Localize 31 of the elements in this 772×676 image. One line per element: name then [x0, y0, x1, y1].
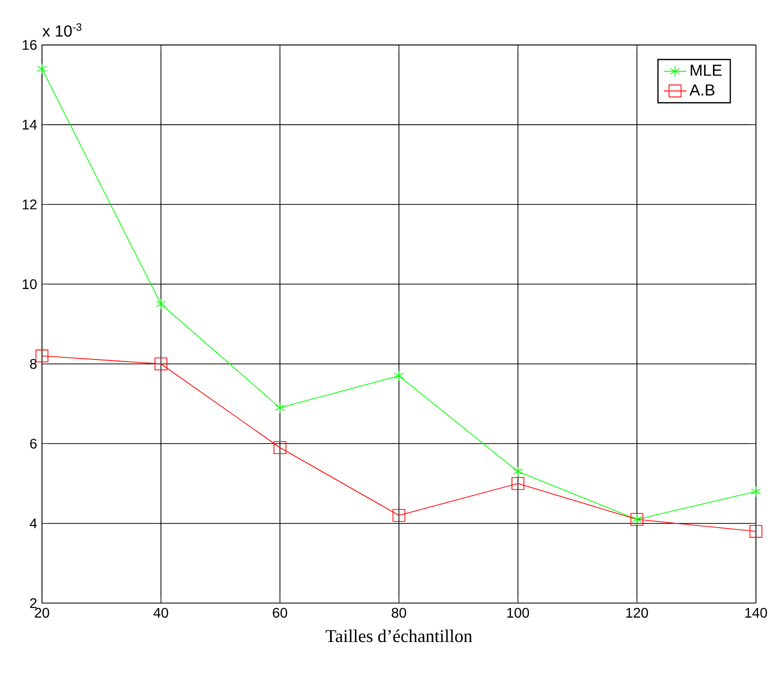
x-axis-title: Tailles d’échantillon [326, 630, 472, 642]
legend-label: A.B [689, 84, 714, 96]
point [156, 298, 166, 310]
y-tick-label: 16 [22, 40, 37, 50]
x-tick-label: 20 [34, 608, 50, 618]
point [392, 509, 406, 522]
point [154, 357, 168, 370]
point [750, 486, 761, 498]
x-tick-label: 140 [745, 608, 768, 618]
x-tick-label: 80 [392, 608, 406, 618]
y-tick-label: 14 [22, 120, 37, 130]
x-tick-label: 100 [507, 608, 530, 618]
text: x 10$^{-3}$ [42, 23, 82, 37]
x-tick-label: 40 [153, 608, 168, 618]
legend-label: MLE [690, 64, 722, 76]
point [36, 350, 48, 362]
point [512, 466, 523, 478]
y-tick-label: 6 [30, 438, 37, 449]
point [274, 441, 286, 454]
y-tick-label: 8 [30, 358, 37, 369]
x-tick-label: 60 [272, 608, 288, 618]
point [512, 477, 524, 490]
point [750, 524, 762, 538]
point [274, 402, 285, 414]
point [36, 63, 47, 75]
y-tick-label: 12 [22, 200, 37, 210]
y-tick-label: 4 [30, 518, 37, 528]
x-tick-label: 120 [626, 608, 648, 618]
point [394, 370, 404, 382]
y-tick-label: 10 [22, 279, 37, 290]
y-tick-label: 2 [30, 598, 37, 608]
